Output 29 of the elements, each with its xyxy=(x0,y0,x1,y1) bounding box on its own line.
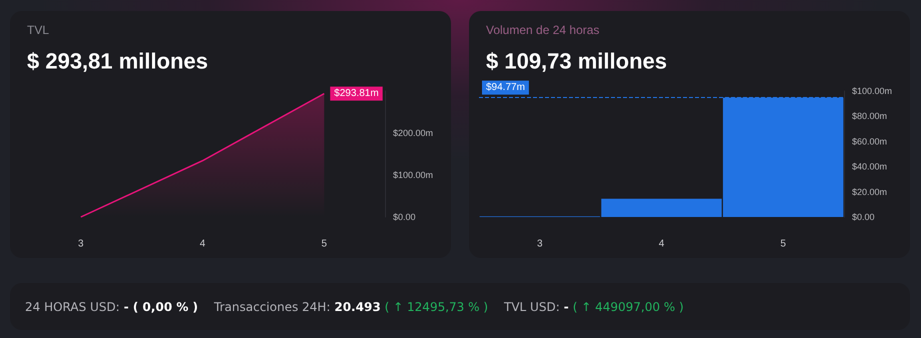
text: - xyxy=(564,300,569,314)
y-tick-label: $40.00m xyxy=(852,162,888,172)
y-tick-label: $100.00m xyxy=(852,86,892,96)
chart-title: Volumen de 24 horas xyxy=(486,23,600,37)
chart-subtitle: $ 109,73 millones xyxy=(486,48,667,74)
data-label: $293.81m xyxy=(334,88,379,100)
chart-title: TVL xyxy=(27,23,50,37)
y-tick-label: $0.00 xyxy=(393,212,416,222)
text: 20.493 xyxy=(334,300,381,314)
text: TVL USD: xyxy=(504,300,560,314)
y-tick-label: $100.00m xyxy=(393,170,434,180)
x-tick-label: 3 xyxy=(78,238,84,250)
x-tick-label: 4 xyxy=(200,238,206,250)
y-tick-label: $20.00m xyxy=(852,186,888,197)
text: 24 HORAS USD: xyxy=(25,300,120,314)
x-tick-label: 5 xyxy=(780,238,786,250)
text: Transacciones 24H: xyxy=(214,300,330,314)
text: ( ↑ 12495,73 % ) xyxy=(384,300,488,314)
y-tick-label: $60.00m xyxy=(852,136,888,146)
text: - ( 0,00 % ) xyxy=(124,300,198,314)
ref-line-label: $94.77m xyxy=(486,82,525,94)
y-tick-label: $0.00 xyxy=(852,212,875,222)
x-tick-label: 5 xyxy=(321,238,328,250)
x-tick-label: 3 xyxy=(537,238,544,250)
text: ( ↑ 449097,00 % ) xyxy=(572,300,684,314)
x-tick-label: 4 xyxy=(658,238,665,250)
y-tick-label: $200.00m xyxy=(393,128,434,138)
y-tick-label: $80.00m xyxy=(852,111,888,122)
chart-subtitle: $ 293,81 millones xyxy=(27,48,208,74)
